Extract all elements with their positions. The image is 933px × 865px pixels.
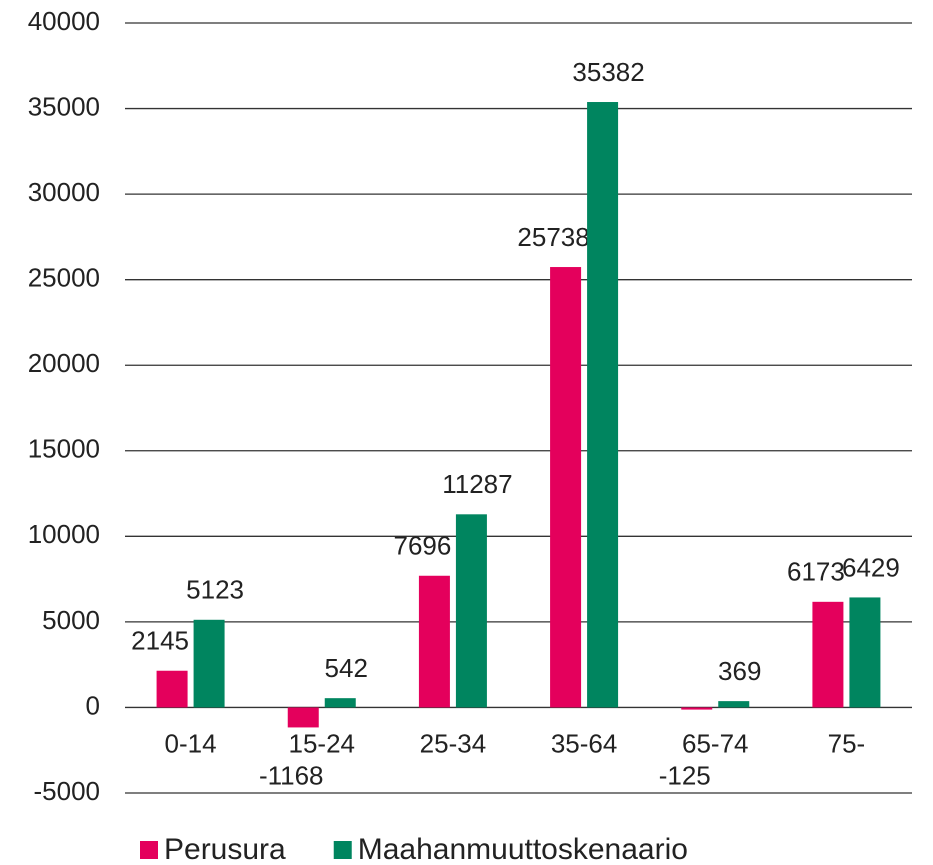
data-label: 542 (325, 653, 368, 683)
bar (156, 670, 188, 708)
bar (849, 597, 881, 708)
data-label: 7696 (393, 531, 451, 561)
data-label: 35382 (572, 57, 644, 87)
data-label: 5123 (186, 575, 244, 605)
bar (418, 575, 450, 708)
bar (324, 698, 356, 708)
y-tick-label: 10000 (28, 519, 100, 549)
x-tick-label: 75- (828, 728, 866, 758)
legend-label: Perusura (164, 833, 286, 865)
bar (718, 701, 750, 708)
x-tick-label: 25-34 (420, 728, 487, 758)
data-label: 6429 (842, 552, 900, 582)
y-tick-label: 40000 (28, 6, 100, 36)
y-tick-label: 25000 (28, 263, 100, 293)
legend-swatch (140, 841, 158, 859)
data-label: 6173 (787, 557, 845, 587)
y-tick-label: 0 (86, 690, 100, 720)
data-label: -1168 (259, 760, 324, 790)
bar (812, 601, 844, 708)
legend-label: Maahanmuuttoskenaario (358, 833, 688, 865)
legend-swatch (333, 841, 352, 859)
x-tick-label: 15-24 (289, 728, 356, 758)
data-label: 2145 (131, 626, 189, 656)
bar (455, 514, 487, 708)
bar (550, 267, 582, 708)
y-tick-label: 5000 (42, 605, 100, 635)
y-tick-label: 20000 (28, 348, 100, 378)
y-tick-label: 30000 (28, 177, 100, 207)
bar (287, 707, 319, 728)
bar (193, 619, 225, 708)
x-tick-label: 35-64 (551, 728, 618, 758)
data-label: 369 (718, 656, 761, 686)
x-tick-label: 65-74 (682, 728, 749, 758)
y-tick-label: 15000 (28, 434, 100, 464)
data-label: -125 (659, 760, 711, 790)
data-label: 11287 (442, 469, 512, 499)
x-tick-label: 0-14 (165, 728, 217, 758)
y-tick-label: 35000 (28, 91, 100, 121)
bar (681, 707, 713, 710)
y-tick-label: -5000 (34, 776, 101, 806)
data-label: 25738 (517, 222, 589, 252)
bar (587, 102, 619, 708)
